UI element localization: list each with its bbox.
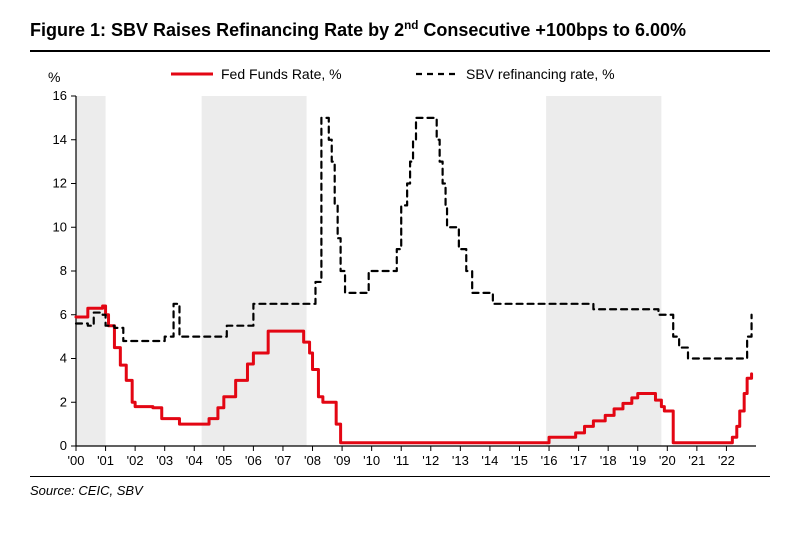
legend-label-sbv: SBV refinancing rate, %	[466, 66, 615, 82]
x-tick-label: '07	[274, 453, 291, 468]
recession-band	[202, 96, 307, 446]
x-tick-label: '00	[68, 453, 85, 468]
chart-svg: 0 2 4 6 8 10 12 14 16 '00 '01 '02 '03 '04 '05 '06 '07 '08…	[30, 56, 770, 476]
x-tick-label: '20	[659, 453, 676, 468]
x-tick-label: '09	[334, 453, 351, 468]
x-tick-label: '15	[511, 453, 528, 468]
x-tick-label: '13	[452, 453, 469, 468]
y-tick-label: 6	[60, 307, 67, 322]
x-tick-label: '11	[393, 453, 409, 468]
x-tick-label: '14	[481, 453, 498, 468]
legend: Fed Funds Rate, % SBV refinancing rate, %	[171, 66, 615, 82]
x-tick-label: '19	[629, 453, 646, 468]
x-tick-label: '10	[363, 453, 380, 468]
y-axis-title: %	[48, 69, 60, 85]
x-tick-label: '04	[186, 453, 203, 468]
x-tick-label: '21	[688, 453, 705, 468]
recession-band	[76, 96, 106, 446]
x-tick-label: '18	[600, 453, 617, 468]
x-tick-label: '12	[422, 453, 439, 468]
title-super: nd	[404, 19, 418, 32]
x-tick-label: '17	[570, 453, 587, 468]
y-tick-label: 2	[60, 395, 67, 410]
chart-area: 0 2 4 6 8 10 12 14 16 '00 '01 '02 '03 '04 '05 '06 '07 '08…	[30, 56, 770, 477]
title-text-b: Consecutive +100bps to 6.00%	[418, 20, 686, 40]
x-tick-label: '08	[304, 453, 321, 468]
y-tick-label: 10	[53, 220, 67, 235]
x-tick-label: '01	[97, 453, 114, 468]
x-tick-label: '05	[215, 453, 232, 468]
x-tick-label: '03	[156, 453, 173, 468]
figure-title: Figure 1: SBV Raises Refinancing Rate by…	[30, 18, 770, 52]
y-tick-label: 0	[60, 438, 67, 453]
y-tick-label: 12	[53, 176, 67, 191]
y-tick-label: 16	[53, 88, 67, 103]
x-tick-label: '22	[718, 453, 735, 468]
y-tick-label: 4	[60, 351, 67, 366]
title-text-a: Figure 1: SBV Raises Refinancing Rate by…	[30, 20, 404, 40]
source-line: Source: CEIC, SBV	[30, 477, 770, 498]
legend-label-fed: Fed Funds Rate, %	[221, 66, 342, 82]
y-tick-label: 14	[53, 132, 67, 147]
y-tick-label: 8	[60, 263, 67, 278]
x-tick-label: '06	[245, 453, 262, 468]
x-tick-label: '16	[541, 453, 558, 468]
figure-container: Figure 1: SBV Raises Refinancing Rate by…	[0, 0, 800, 550]
x-tick-label: '02	[127, 453, 144, 468]
